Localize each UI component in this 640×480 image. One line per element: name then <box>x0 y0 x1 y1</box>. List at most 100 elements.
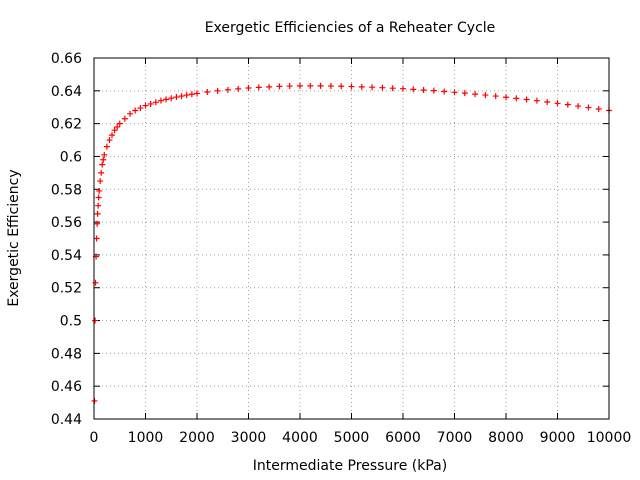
data-point <box>575 103 582 110</box>
data-point <box>103 143 110 150</box>
y-tick-label: 0.6 <box>60 149 82 165</box>
data-point <box>358 83 365 90</box>
grid <box>94 58 609 419</box>
data-point <box>441 88 448 95</box>
x-tick-label: 0 <box>90 430 99 446</box>
data-point <box>369 84 376 91</box>
data-point <box>379 84 386 91</box>
x-tick-label: 1000 <box>128 430 164 446</box>
data-point <box>168 95 175 102</box>
data-point <box>93 235 100 242</box>
data-point <box>173 94 180 101</box>
data-point <box>204 88 211 95</box>
y-axis-label: Exergetic Efficiency <box>6 169 22 306</box>
y-tick-label: 0.56 <box>51 215 82 231</box>
data-point <box>92 279 99 286</box>
data-point <box>297 82 303 89</box>
data-point <box>98 169 105 176</box>
data-point <box>276 83 283 90</box>
y-tick-label: 0.64 <box>51 84 82 100</box>
data-point <box>152 99 159 106</box>
data-point <box>94 220 101 227</box>
data-point <box>286 83 293 90</box>
data-point <box>255 84 262 91</box>
data-point <box>492 93 499 100</box>
data-point <box>554 100 561 107</box>
data-point <box>92 317 99 324</box>
data-point <box>338 83 345 90</box>
data-points <box>91 82 612 404</box>
x-tick-label: 3000 <box>231 430 267 446</box>
data-point <box>132 107 139 114</box>
data-point <box>99 161 106 168</box>
y-tick-label: 0.58 <box>51 182 82 198</box>
data-point <box>100 156 107 163</box>
data-point <box>96 187 103 194</box>
data-point <box>109 132 116 139</box>
data-point <box>142 102 149 109</box>
data-point <box>595 106 602 113</box>
data-point <box>482 92 489 99</box>
data-point <box>114 123 121 130</box>
data-point <box>461 90 468 97</box>
plot-frame <box>93 57 610 420</box>
data-point <box>235 85 242 92</box>
x-tick-label: 4000 <box>282 430 318 446</box>
data-point <box>523 96 530 103</box>
data-point <box>163 96 170 103</box>
data-point <box>147 100 154 107</box>
data-point <box>472 91 479 98</box>
x-tick-labels: 0 1000 2000 3000 4000 5000 6000 7000 8000 9000 100… <box>90 430 632 446</box>
data-point <box>544 98 551 105</box>
x-tick-label: 9000 <box>540 430 576 446</box>
data-point <box>564 101 571 108</box>
data-point <box>327 83 334 90</box>
y-tick-label: 0.62 <box>51 117 82 133</box>
data-point <box>95 194 102 201</box>
x-axis-label: Intermediate Pressure (kPa) <box>253 458 447 474</box>
x-tick-label: 6000 <box>385 430 421 446</box>
data-point <box>400 85 406 92</box>
data-point <box>533 97 540 104</box>
data-point <box>420 86 427 93</box>
y-tick-label: 0.48 <box>51 346 82 362</box>
x-tick-label: 7000 <box>437 430 473 446</box>
y-tick-label: 0.46 <box>51 379 82 395</box>
x-tick-label: 8000 <box>488 430 524 446</box>
axis-ticks <box>93 57 610 420</box>
y-tick-label: 0.5 <box>60 314 82 330</box>
data-point <box>430 87 437 94</box>
data-point <box>183 92 190 99</box>
data-point <box>348 83 355 90</box>
data-point <box>91 397 98 404</box>
data-point <box>101 151 108 158</box>
data-point <box>137 105 144 112</box>
data-point <box>97 178 104 185</box>
data-point <box>121 115 128 122</box>
data-point <box>224 86 231 93</box>
data-point <box>585 104 592 111</box>
data-point <box>94 210 101 217</box>
data-point <box>513 95 520 102</box>
data-point <box>317 82 324 89</box>
data-point <box>266 83 273 90</box>
data-point <box>127 110 134 117</box>
x-tick-label: 10000 <box>587 430 632 446</box>
data-point <box>389 85 396 92</box>
data-point <box>116 120 123 127</box>
data-point <box>111 127 118 134</box>
y-tick-label: 0.66 <box>51 51 82 67</box>
y-tick-label: 0.54 <box>51 248 82 264</box>
data-point <box>95 202 102 209</box>
data-point <box>307 82 314 89</box>
y-tick-labels: 0.44 0.46 0.48 0.5 0.52 0.54 0.56 0.58 0.6 0.62 0.… <box>51 51 82 428</box>
data-point <box>503 94 509 101</box>
data-point <box>245 85 252 92</box>
data-point <box>410 86 417 93</box>
y-tick-label: 0.44 <box>51 412 82 428</box>
x-tick-label: 5000 <box>334 430 370 446</box>
y-tick-label: 0.52 <box>51 281 82 297</box>
data-point <box>106 137 113 144</box>
data-point <box>188 91 195 98</box>
